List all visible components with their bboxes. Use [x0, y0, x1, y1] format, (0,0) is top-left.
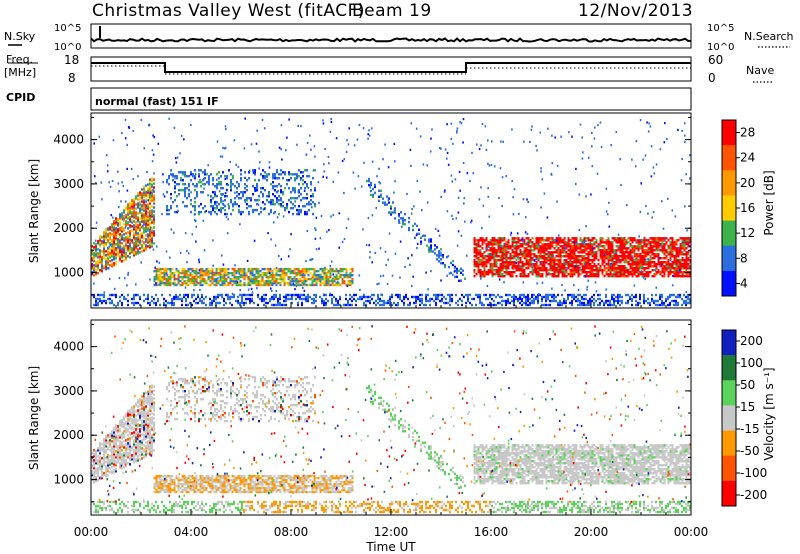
power-colorbar: 28 24 20 16 12 8 4 [721, 119, 755, 297]
colorbar-tick: 20 [740, 176, 755, 190]
nsky-panel-frame [90, 23, 692, 49]
power-ylabel: Slant Range [km] [27, 159, 41, 263]
colorbar-segment [722, 430, 736, 457]
xtick-label: 16:00 [474, 525, 509, 539]
colorbar-tick: 24 [740, 151, 755, 165]
colorbar-tick: 200 [740, 334, 763, 348]
date-title: 12/Nov/2013 [578, 1, 693, 21]
ytick-label: 1000 [53, 473, 84, 487]
ytick-label: 4000 [53, 340, 84, 354]
ytick-label: 1000 [53, 266, 84, 280]
velocity-colorbar-label: Velocity [m s⁻¹] [762, 367, 776, 460]
colorbar-tick: 15 [740, 400, 755, 414]
nave-label: Nave [746, 64, 774, 77]
colorbar-tick: 8 [740, 251, 748, 265]
power-heatmap [91, 117, 691, 307]
colorbar-segment [722, 245, 736, 272]
nsky-tick-top: 10^5 [54, 23, 81, 34]
freq-unit-label: [MHz] [4, 66, 36, 79]
freq-label: Freq. [6, 53, 33, 66]
nave-tick-bottom: 0 [708, 71, 716, 85]
colorbar-tick: 100 [740, 356, 763, 370]
colorbar-segment [722, 220, 736, 247]
colorbar-tick: 28 [740, 126, 755, 140]
nsearch-label: N.Search [744, 30, 794, 43]
colorbar-tick: -50 [740, 444, 760, 458]
cpid-label: CPID [6, 91, 35, 104]
freq-tick-top: 18 [64, 53, 79, 67]
xtick-label: 00:00 [74, 525, 109, 539]
colorbar-tick: 50 [740, 378, 755, 392]
freq-panel-frame [90, 56, 692, 82]
xtick-label: 00:00 [674, 525, 709, 539]
station-title: Christmas Valley West (fitACF) [92, 1, 365, 21]
power-colorbar-label: Power [dB] [762, 170, 776, 235]
colorbar-segment [722, 405, 736, 431]
nsky-label: N.Sky [4, 30, 36, 43]
colorbar-segment [722, 195, 736, 221]
colorbar-tick: 16 [740, 201, 755, 215]
colorbar-segment [722, 270, 736, 297]
cpid-frame [90, 87, 692, 111]
colorbar-tick: -100 [740, 466, 767, 480]
colorbar-tick: -15 [740, 422, 760, 436]
colorbar-segment [722, 380, 736, 406]
nsky-tick-bottom: 10^0 [54, 42, 81, 53]
freq-tick-bottom: 8 [68, 71, 76, 85]
nsky-series [90, 37, 692, 43]
colorbar-segment [722, 120, 736, 146]
colorbar-tick: 12 [740, 226, 755, 240]
velocity-panel-frame [90, 319, 692, 516]
xtick-label: 20:00 [574, 525, 609, 539]
colorbar-segment [722, 330, 736, 356]
x-axis-label: Time UT [365, 540, 416, 554]
colorbar-segment [722, 355, 736, 381]
colorbar-segment [722, 145, 736, 171]
colorbar-segment [722, 170, 736, 196]
beam-title: Beam 19 [352, 1, 432, 21]
xtick-label: 12:00 [374, 525, 409, 539]
colorbar-segment [722, 455, 736, 482]
velocity-ylabel: Slant Range [km] [27, 366, 41, 470]
ytick-label: 2000 [53, 428, 84, 442]
freq-series [91, 62, 691, 73]
colorbar-tick: -200 [740, 488, 767, 502]
nsearch-tick-top: 10^5 [707, 23, 734, 34]
xtick-label: 08:00 [274, 525, 309, 539]
nsearch-tick-bottom: 10^0 [707, 42, 734, 53]
velocity-heatmap [91, 325, 691, 514]
velocity-colorbar: 200 100 50 15 -15 -50 -100 -200 [721, 329, 767, 507]
nave-tick-top: 60 [708, 53, 723, 67]
power-panel-frame [90, 112, 692, 309]
ytick-label: 2000 [53, 221, 84, 235]
ytick-label: 3000 [53, 177, 84, 191]
cpid-value: normal (fast) 151 IF [95, 95, 219, 108]
ytick-label: 4000 [53, 133, 84, 147]
colorbar-segment [722, 480, 736, 507]
ytick-label: 3000 [53, 384, 84, 398]
colorbar-tick: 4 [740, 276, 748, 290]
xtick-label: 04:00 [174, 525, 209, 539]
